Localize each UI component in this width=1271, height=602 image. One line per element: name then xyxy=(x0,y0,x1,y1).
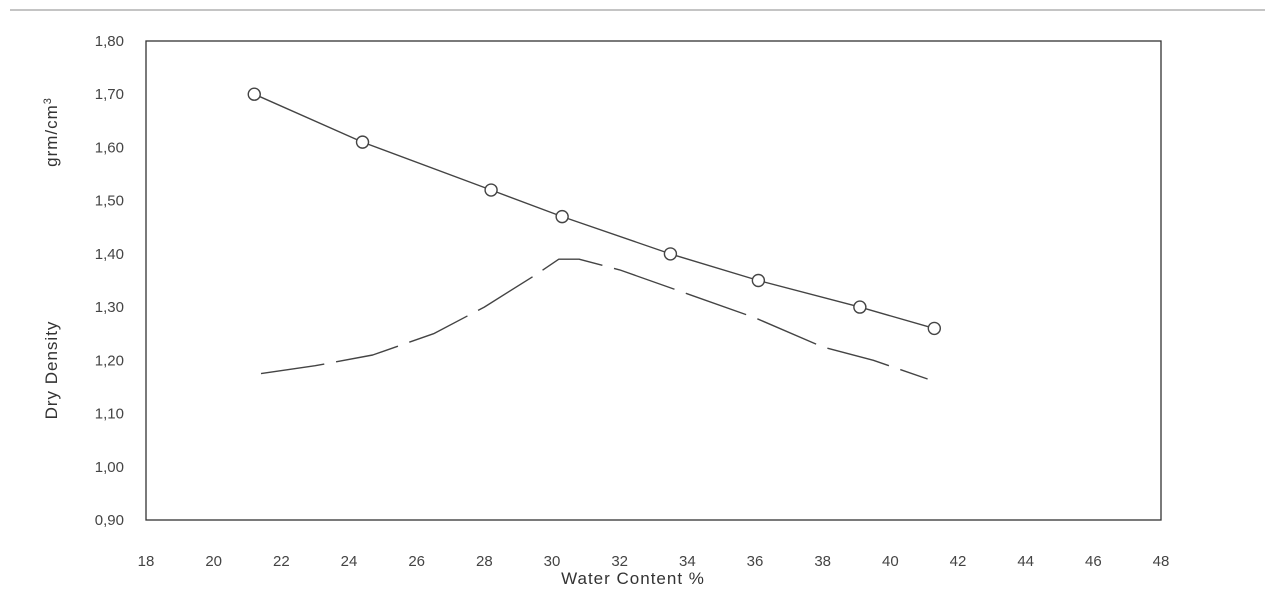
series-line-2 xyxy=(260,258,928,380)
y-tick-label: 1,70 xyxy=(95,86,124,103)
data-point-marker xyxy=(663,247,678,261)
y-axis-unit: grm/cm3 xyxy=(42,97,61,167)
data-point-marker xyxy=(355,135,370,149)
series-line-1 xyxy=(254,93,935,330)
y-axis-unit-superscript: 3 xyxy=(42,97,54,104)
data-point-marker xyxy=(484,183,498,197)
series-layer xyxy=(247,87,942,380)
x-tick-label: 42 xyxy=(950,553,967,570)
x-tick-label: 32 xyxy=(611,553,628,570)
x-tick-label: 26 xyxy=(408,553,425,570)
y-axis-tick-labels: 0,90 1,00 1,10 1,20 1,30 1,40 1,50 1,60 1,70 1,80 xyxy=(95,33,124,529)
y-tick-label: 1,50 xyxy=(95,193,124,210)
x-tick-label: 18 xyxy=(138,553,155,570)
x-tick-label: 22 xyxy=(273,553,290,570)
y-tick-label: 1,10 xyxy=(95,406,124,423)
data-point-marker xyxy=(751,273,766,288)
data-point-marker xyxy=(927,321,942,336)
x-tick-label: 24 xyxy=(341,553,358,570)
x-axis-title: Water Content % xyxy=(561,569,705,588)
x-axis-tick-labels: 18 20 22 24 26 28 30 32 34 36 38 40 42 44 46 48 xyxy=(138,553,1170,570)
x-tick-label: 38 xyxy=(814,553,831,570)
x-tick-label: 48 xyxy=(1153,553,1170,570)
data-point-marker xyxy=(247,87,261,101)
data-point-marker xyxy=(853,300,867,314)
plot-frame xyxy=(145,40,1162,521)
x-tick-label: 46 xyxy=(1085,553,1102,570)
y-axis-title: Dry Density xyxy=(42,321,61,420)
data-point-marker xyxy=(555,209,569,224)
y-tick-label: 1,30 xyxy=(95,299,124,316)
y-axis-unit-base: grm/cm xyxy=(42,104,61,167)
y-tick-label: 1,40 xyxy=(95,246,124,263)
y-tick-label: 1,60 xyxy=(95,139,124,156)
x-tick-label: 44 xyxy=(1017,553,1034,570)
y-tick-label: 1,20 xyxy=(95,352,124,369)
y-tick-label: 0,90 xyxy=(95,512,124,529)
y-tick-label: 1,00 xyxy=(95,459,124,476)
x-tick-label: 40 xyxy=(882,553,899,570)
x-tick-label: 20 xyxy=(205,553,222,570)
y-tick-label: 1,80 xyxy=(95,33,124,50)
x-tick-label: 34 xyxy=(679,553,696,570)
x-tick-label: 28 xyxy=(476,553,493,570)
x-tick-label: 30 xyxy=(544,553,561,570)
x-tick-label: 36 xyxy=(747,553,764,570)
